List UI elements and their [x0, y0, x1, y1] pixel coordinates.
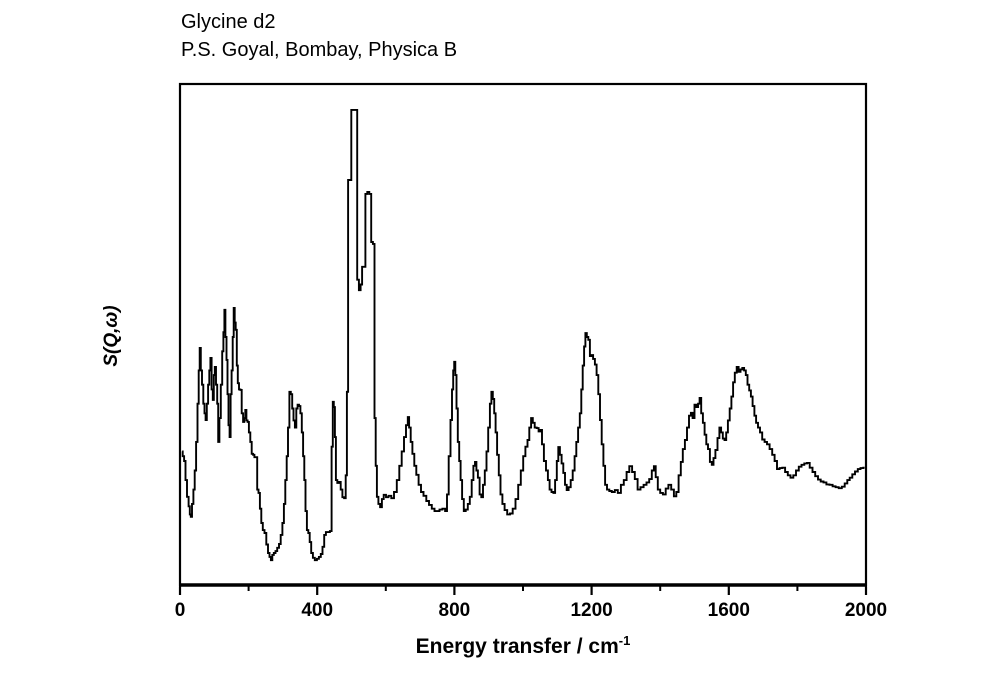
plot-frame	[178, 82, 868, 587]
chart-title: Glycine d2	[181, 11, 276, 33]
chart-subtitle: P.S. Goyal, Bombay, Physica B	[181, 39, 458, 61]
x-tick-label: 1200	[570, 600, 612, 621]
spectrum-curve	[181, 108, 865, 562]
x-tick-label: 1600	[708, 600, 750, 621]
x-tick-label: 800	[439, 600, 471, 621]
x-tick-label: 0	[175, 600, 186, 621]
x-axis-label-text: Energy transfer / cm	[415, 635, 619, 658]
x-tick-label: 400	[301, 600, 333, 621]
x-axis-label: Energy transfer / cm-1	[416, 633, 631, 659]
x-axis-label-exponent: -1	[618, 633, 631, 648]
x-tick-label: 2000	[845, 600, 887, 621]
